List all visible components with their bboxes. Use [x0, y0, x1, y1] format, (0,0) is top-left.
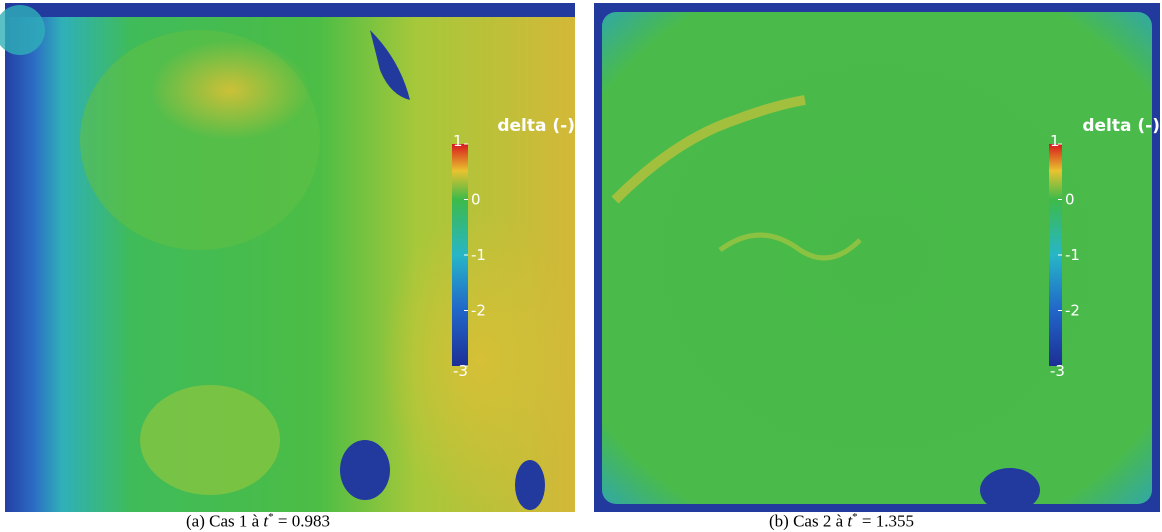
colorbar-title: delta (-) [1082, 116, 1160, 136]
caption-value: = 1.355 [861, 511, 914, 531]
colorbar-tick-label: -1 [1065, 246, 1080, 264]
colorbar-tick-label: 0 [471, 191, 481, 209]
field-image-b [594, 3, 1160, 512]
colorbar-tick-label: 1 [453, 132, 463, 150]
colorbar-tick-label: 1 [1050, 132, 1060, 150]
colorbar-tick-label: -3 [453, 362, 468, 380]
colorbar-tick-label: -2 [1065, 302, 1080, 320]
caption-variable: t [847, 511, 853, 531]
colorbar-tick-label: -3 [1050, 362, 1065, 380]
caption-text: (b) Cas 2 à [769, 511, 844, 531]
caption-a: (a) Cas 1 à t* = 0.983 [186, 511, 330, 532]
caption-text: (a) Cas 1 à [186, 511, 260, 531]
colorbar-tick-label: 0 [1065, 191, 1075, 209]
caption-superscript: * [268, 511, 274, 523]
field-image-a [0, 3, 580, 512]
caption-value: = 0.983 [277, 511, 330, 531]
caption-variable: t [263, 511, 269, 531]
caption-superscript: * [852, 511, 858, 523]
colorbar-tick-label: -2 [471, 302, 486, 320]
colorbar-title: delta (-) [497, 116, 575, 136]
colorbar-tick-label: -1 [471, 246, 486, 264]
caption-b: (b) Cas 2 à t* = 1.355 [769, 511, 914, 532]
